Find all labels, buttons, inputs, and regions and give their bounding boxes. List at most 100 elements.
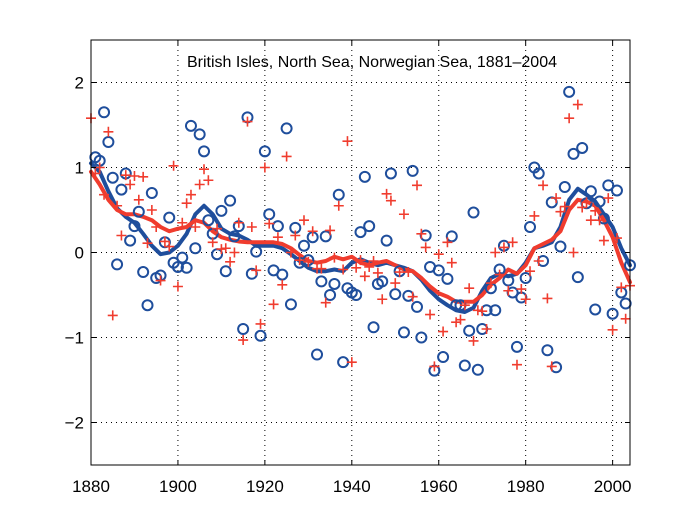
circle-marker: [471, 363, 484, 376]
plus-marker: [133, 194, 144, 205]
circle-marker: [98, 106, 111, 119]
plus-marker: [616, 282, 627, 293]
plus-marker: [125, 179, 136, 190]
plus-marker: [620, 313, 631, 324]
plus-marker: [559, 201, 570, 212]
plus-marker: [442, 237, 453, 248]
plus-marker: [259, 162, 270, 173]
plus-marker: [546, 361, 557, 372]
plus-marker: [529, 210, 540, 221]
circle-marker: [315, 275, 328, 288]
plus-marker: [368, 256, 379, 266]
plus-marker: [207, 237, 218, 248]
plus-marker: [359, 271, 370, 282]
plus-marker: [99, 189, 110, 200]
plus-marker: [129, 171, 140, 181]
plus-marker: [233, 217, 244, 228]
circle-marker: [171, 260, 184, 273]
plus-marker: [112, 200, 123, 211]
circle-marker: [106, 171, 119, 184]
circle-marker: [389, 288, 402, 301]
plus-marker: [203, 175, 214, 186]
circle-marker: [180, 261, 193, 274]
plus-marker: [229, 247, 240, 258]
circle-marker: [411, 300, 424, 313]
circle-marker: [532, 167, 545, 180]
plus-marker: [116, 230, 127, 241]
circle-marker: [415, 331, 428, 344]
plus-marker: [385, 195, 396, 206]
circle-marker: [228, 230, 241, 243]
circle-marker: [202, 214, 215, 227]
circle-marker: [137, 266, 150, 279]
markers: [86, 85, 636, 377]
circle-marker: [384, 167, 397, 180]
plus-marker: [481, 324, 492, 334]
plus-marker: [568, 247, 579, 258]
circle-marker: [489, 304, 502, 317]
plus-marker: [277, 279, 288, 290]
plus-marker: [225, 256, 236, 267]
circle-marker: [519, 272, 532, 284]
plus-marker: [477, 306, 488, 317]
plus-marker: [159, 236, 170, 247]
plus-marker: [577, 202, 588, 213]
plus-marker: [525, 266, 536, 277]
circle-marker: [558, 181, 571, 194]
circle-marker: [584, 185, 597, 198]
plus-marker: [316, 263, 327, 274]
plus-marker: [503, 285, 514, 296]
plus-marker: [246, 222, 257, 232]
y-tick-label: −1: [65, 329, 84, 348]
circle-marker: [280, 122, 293, 135]
plus-marker: [398, 209, 409, 220]
plus-marker: [394, 267, 405, 278]
plus-marker: [472, 305, 483, 316]
plus-marker: [485, 278, 496, 289]
plus-marker: [581, 197, 592, 208]
circle-marker: [567, 147, 580, 160]
plus-marker: [142, 238, 153, 249]
circle-marker: [141, 299, 154, 312]
circle-marker: [458, 359, 471, 372]
plus-marker: [420, 242, 431, 253]
plus-marker: [168, 160, 179, 171]
axis-ticks: [90, 40, 630, 465]
plus-marker: [603, 193, 614, 204]
plus-marker: [164, 241, 175, 252]
circle-marker: [198, 145, 211, 158]
plus-marker: [372, 267, 383, 278]
plus-marker: [425, 309, 436, 320]
plus-marker: [303, 256, 314, 267]
y-tick-label: 1: [75, 159, 84, 178]
plus-marker: [264, 218, 275, 229]
plus-marker: [459, 300, 470, 311]
circle-marker: [602, 179, 615, 192]
plus-marker: [555, 206, 566, 217]
circle-marker: [319, 230, 332, 243]
plus-marker: [146, 205, 157, 215]
plus-marker: [590, 205, 601, 216]
plus-marker: [298, 215, 309, 226]
circle-marker: [163, 211, 176, 224]
x-tick-label: 1980: [507, 477, 545, 496]
plus-marker: [412, 180, 423, 191]
plus-marker: [120, 170, 131, 181]
circle-marker: [463, 324, 476, 337]
circle-marker: [554, 240, 567, 253]
plus-marker: [533, 256, 544, 266]
circle-marker: [284, 298, 297, 311]
grid: [91, 40, 630, 465]
plus-marker: [342, 136, 353, 147]
plus-marker: [551, 193, 562, 204]
circle-marker: [184, 119, 197, 132]
plus-marker: [251, 265, 262, 276]
plus-marker: [220, 243, 231, 254]
plus-marker: [433, 249, 444, 260]
circle-marker: [610, 184, 623, 197]
x-tick-label: 1920: [246, 477, 284, 496]
circle-marker: [606, 307, 619, 320]
plus-marker: [455, 314, 466, 325]
plus-marker: [611, 233, 622, 244]
circle-marker: [258, 145, 271, 158]
